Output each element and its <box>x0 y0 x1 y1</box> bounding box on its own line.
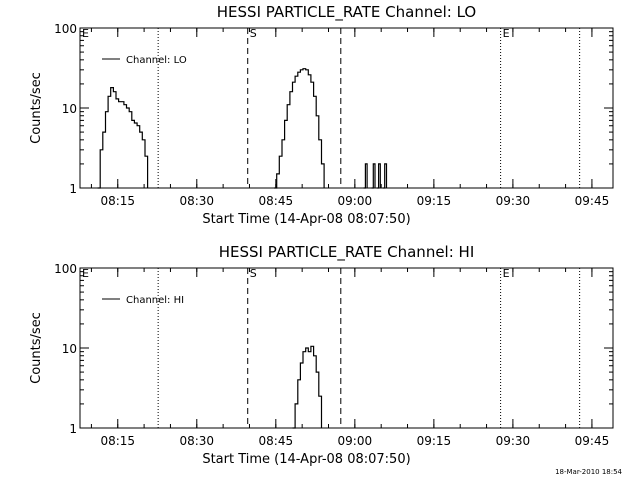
x-axis-label: Start Time (14-Apr-08 08:07:50) <box>202 212 410 227</box>
x-tick-label: 09:15 <box>417 194 452 208</box>
series-line <box>97 87 149 189</box>
panel-lo: HESSI PARTICLE_RATE Channel: LO 1 10 100 08:… <box>29 3 614 227</box>
timestamp-footer: 18-Mar-2010 18:54 <box>555 468 622 476</box>
chart-title: HESSI PARTICLE_RATE Channel: LO <box>217 3 476 22</box>
x-tick-label: 09:30 <box>496 194 531 208</box>
y-tick-label: 100 <box>54 262 77 276</box>
series-line <box>274 68 325 189</box>
y-axis-label: Counts/sec <box>29 312 44 384</box>
x-tick-label: 09:30 <box>496 434 531 448</box>
panel-hi: HESSI PARTICLE_RATE Channel: HI 1 10 100 08:… <box>29 243 614 467</box>
legend-entry: Channel: HI <box>126 295 184 306</box>
event-marker-label: E <box>82 267 89 280</box>
event-marker-label: S <box>250 27 257 40</box>
plot-frame <box>79 267 614 429</box>
y-tick-label: 10 <box>62 342 77 356</box>
event-marker-label: E <box>503 267 510 280</box>
event-marker-label: E <box>503 27 510 40</box>
event-marker-label: E <box>82 27 89 40</box>
y-axis-label: Counts/sec <box>29 72 44 144</box>
y-tick-label: 1 <box>69 422 77 436</box>
y-tick-label: 100 <box>54 22 77 36</box>
series-line <box>363 163 368 189</box>
x-tick-label: 09:45 <box>575 434 610 448</box>
y-tick-label: 10 <box>62 102 77 116</box>
legend-entry: Channel: LO <box>126 55 187 66</box>
x-tick-label: 08:30 <box>179 194 214 208</box>
x-tick-label: 08:30 <box>179 434 214 448</box>
x-tick-label: 09:15 <box>417 434 452 448</box>
series-line <box>292 345 323 429</box>
chart-title: HESSI PARTICLE_RATE Channel: HI <box>219 243 475 262</box>
x-tick-label: 09:45 <box>575 194 610 208</box>
x-tick-label: 08:15 <box>100 194 135 208</box>
x-tick-label: 09:00 <box>338 194 373 208</box>
x-tick-label: 08:15 <box>100 434 135 448</box>
series-line <box>371 163 376 189</box>
y-tick-label: 1 <box>69 182 77 196</box>
x-axis-label: Start Time (14-Apr-08 08:07:50) <box>202 452 410 467</box>
x-tick-label: 08:45 <box>259 194 294 208</box>
x-tick-label: 08:45 <box>259 434 294 448</box>
series-line <box>376 163 381 189</box>
series-line <box>382 163 388 189</box>
event-marker-label: S <box>250 267 257 280</box>
x-tick-label: 09:00 <box>338 434 373 448</box>
plot-frame <box>79 27 614 189</box>
